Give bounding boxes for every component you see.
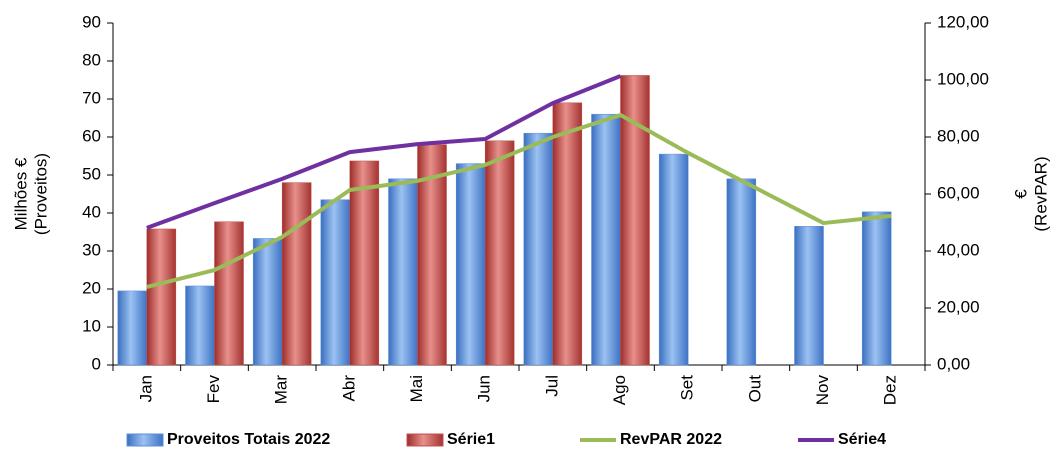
y2-tick-label: 40,00 [937,240,980,259]
bar [523,132,554,366]
bar [320,199,351,366]
bar [861,211,892,366]
legend-swatch [126,433,164,447]
bar [591,113,621,366]
y2-tick-label: 0,00 [937,354,970,373]
legend-swatch [406,433,444,447]
y2-tick-label: 120,00 [937,12,989,31]
legend-label: RevPAR 2022 [620,431,722,448]
y-tick-label: 80 [82,50,101,69]
x-tick-label: Jul [542,375,561,397]
y-axis-title: Milhões € [11,157,30,230]
y-tick-label: 30 [82,240,101,259]
y-tick-label: 70 [82,88,101,107]
y-tick-label: 90 [82,12,101,31]
y2-tick-label: 20,00 [937,297,980,316]
x-tick-label: Mai [407,375,426,402]
y-tick-label: 50 [82,164,101,183]
y2-axis-title: (RevPAR) [1031,156,1050,231]
x-tick-label: Ago [610,375,629,405]
y2-tick-label: 80,00 [937,126,980,145]
x-tick-label: Out [745,375,764,403]
bar [117,290,148,366]
bar [726,178,757,366]
legend-label: Proveitos Totais 2022 [167,431,330,448]
bar [281,182,312,366]
bar [349,160,380,366]
bar [484,140,515,366]
bar [388,178,418,366]
x-tick-label: Mar [272,375,291,405]
x-tick-label: Jun [475,375,494,402]
bar [658,153,689,366]
y2-tick-label: 100,00 [937,69,989,88]
bar [252,238,283,366]
bar [214,221,244,366]
y2-tick-label: 60,00 [937,183,980,202]
y-tick-label: 60 [82,126,101,145]
x-tick-label: Set [678,375,697,401]
bar [794,226,824,366]
legend-label: Série4 [838,431,886,448]
bar [146,228,177,366]
x-tick-label: Abr [339,375,358,402]
y-tick-label: 40 [82,202,101,221]
bar [552,102,583,366]
y2-axis-title: € [1011,189,1030,199]
y-tick-label: 10 [82,316,101,335]
bar [185,285,215,366]
y-axis-title: (Proveitos) [31,153,50,235]
legend-label: Série1 [447,431,495,448]
y-tick-label: 20 [82,278,101,297]
line [146,74,622,230]
x-tick-label: Nov [813,375,832,406]
x-tick-label: Dez [881,375,900,405]
y-tick-label: 0 [92,354,101,373]
x-tick-label: Fev [204,375,223,404]
x-tick-label: Jan [136,375,155,402]
bar [455,163,486,366]
line [146,113,892,289]
